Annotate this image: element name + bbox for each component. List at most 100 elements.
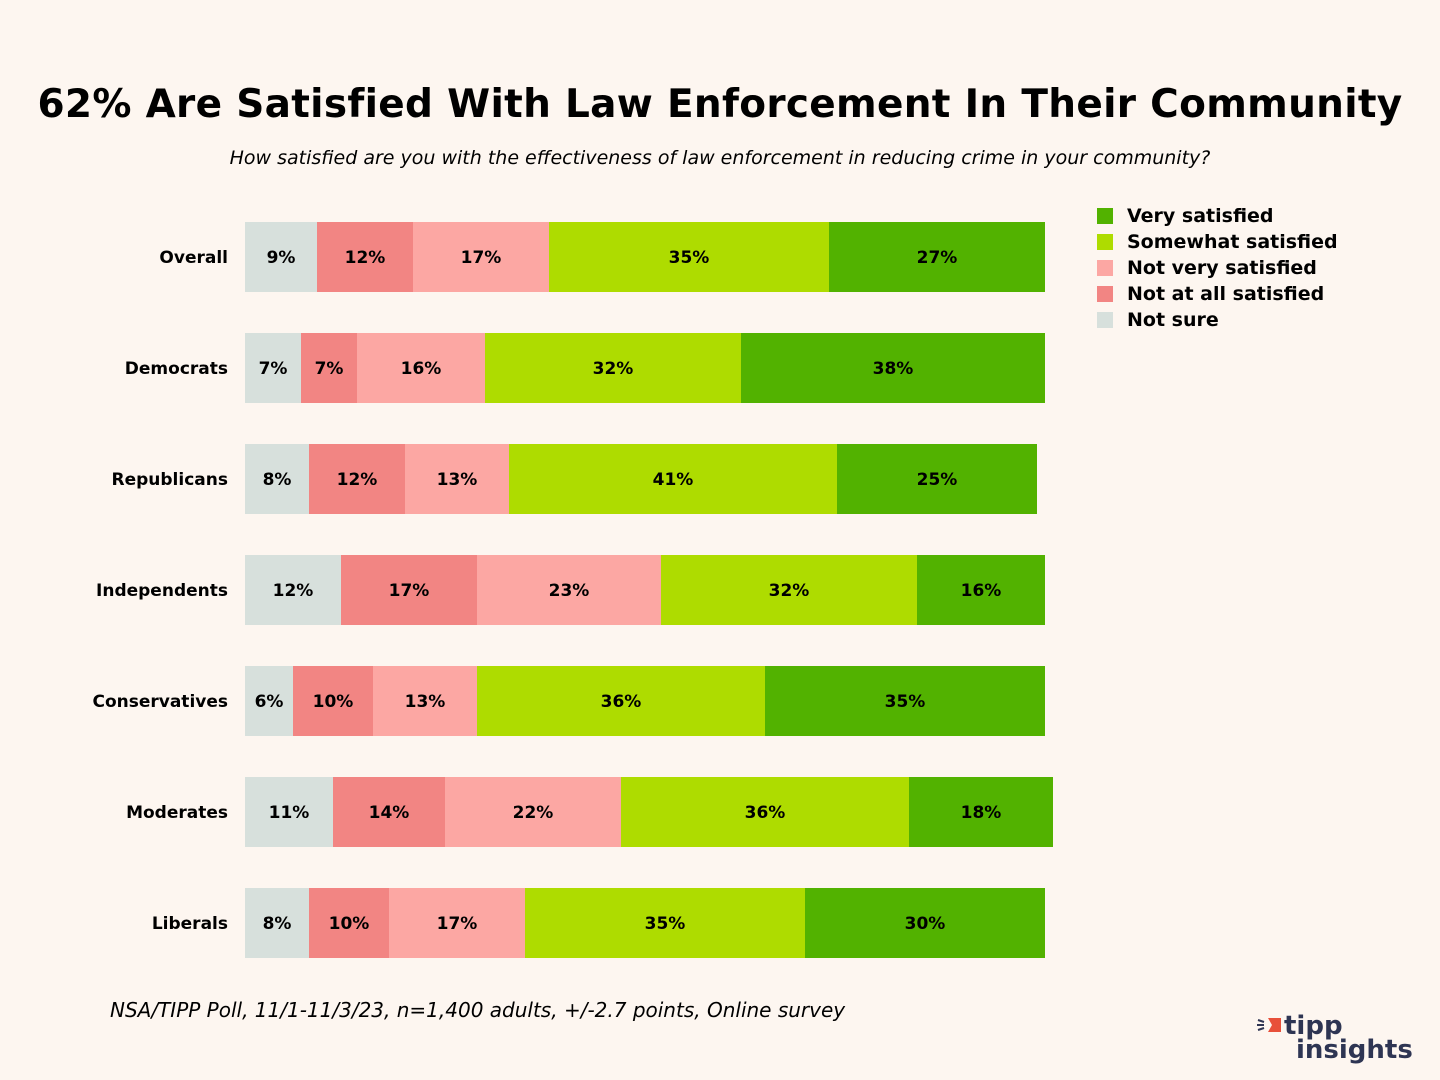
bar-segment xyxy=(621,777,909,847)
bar-segment xyxy=(765,666,1045,736)
data-label: 36% xyxy=(745,803,786,823)
bar-segment xyxy=(317,222,413,292)
data-label: 32% xyxy=(769,581,810,601)
data-label: 8% xyxy=(263,470,292,490)
legend-item: Somewhat satisfied xyxy=(1097,229,1338,255)
chart-title: 62% Are Satisfied With Law Enforcement I… xyxy=(37,82,1403,127)
bar-segment xyxy=(509,444,837,514)
legend-label: Not very satisfied xyxy=(1127,257,1317,279)
bar-segment xyxy=(245,777,333,847)
bar-segment xyxy=(445,777,621,847)
bar-segment xyxy=(293,666,373,736)
data-label: 38% xyxy=(873,359,914,379)
logo-text-tipp: tipp xyxy=(1284,1011,1343,1041)
data-label: 12% xyxy=(345,248,386,268)
legend-swatch xyxy=(1097,234,1113,250)
bar-segment xyxy=(837,444,1037,514)
legend-item: Not sure xyxy=(1097,307,1338,333)
data-label: 25% xyxy=(917,470,958,490)
data-label: 22% xyxy=(513,803,554,823)
category-label: Republicans xyxy=(112,470,229,490)
data-label: 7% xyxy=(259,359,288,379)
bar-segment xyxy=(477,555,661,625)
data-label: 11% xyxy=(269,803,310,823)
legend-item: Very satisfied xyxy=(1097,203,1338,229)
data-label: 6% xyxy=(255,692,284,712)
data-label: 17% xyxy=(389,581,430,601)
data-label: 18% xyxy=(961,803,1002,823)
bar-segment xyxy=(245,888,309,958)
bar-segment xyxy=(549,222,829,292)
bar-segment xyxy=(357,333,485,403)
data-label: 36% xyxy=(601,692,642,712)
logo-flag-icon xyxy=(1257,1018,1281,1032)
data-label: 35% xyxy=(885,692,926,712)
bar-segment xyxy=(829,222,1045,292)
data-label: 23% xyxy=(549,581,590,601)
legend-item: Not at all satisfied xyxy=(1097,281,1338,307)
data-label: 13% xyxy=(405,692,446,712)
bar-segment xyxy=(413,222,549,292)
bar-segment xyxy=(917,555,1045,625)
legend: Very satisfied Somewhat satisfied Not very… xyxy=(1097,203,1338,333)
data-label: 17% xyxy=(461,248,502,268)
category-label: Democrats xyxy=(125,359,228,379)
data-label: 16% xyxy=(961,581,1002,601)
bar-segment xyxy=(245,444,309,514)
legend-swatch xyxy=(1097,208,1113,224)
bar-segment xyxy=(341,555,477,625)
legend-swatch xyxy=(1097,286,1113,302)
data-label: 14% xyxy=(369,803,410,823)
bar-segment xyxy=(405,444,509,514)
category-label: Conservatives xyxy=(92,692,228,712)
bar-segment xyxy=(245,555,341,625)
logo-text-insights: insights xyxy=(1296,1035,1413,1065)
legend-label: Somewhat satisfied xyxy=(1127,231,1338,253)
legend-swatch xyxy=(1097,260,1113,276)
category-label: Overall xyxy=(159,248,228,268)
data-label: 10% xyxy=(313,692,354,712)
data-label: 13% xyxy=(437,470,478,490)
bar-segment xyxy=(245,222,317,292)
legend-swatch xyxy=(1097,312,1113,328)
bar-segment xyxy=(485,333,741,403)
bar-segment xyxy=(661,555,917,625)
data-label: 10% xyxy=(329,914,370,934)
data-label: 7% xyxy=(315,359,344,379)
legend-item: Not very satisfied xyxy=(1097,255,1338,281)
data-label: 32% xyxy=(593,359,634,379)
data-label: 17% xyxy=(437,914,478,934)
data-label: 41% xyxy=(653,470,694,490)
legend-label: Not sure xyxy=(1127,309,1219,331)
data-label: 12% xyxy=(273,581,314,601)
data-label: 16% xyxy=(401,359,442,379)
bar-segment xyxy=(245,666,293,736)
legend-label: Not at all satisfied xyxy=(1127,283,1325,305)
bar-segment xyxy=(373,666,477,736)
data-label: 30% xyxy=(905,914,946,934)
bar-segment xyxy=(301,333,357,403)
source-note: NSA/TIPP Poll, 11/1-11/3/23, n=1,400 adu… xyxy=(110,998,846,1022)
chart-subtitle: How satisfied are you with the effective… xyxy=(229,147,1211,169)
bar-segment xyxy=(741,333,1045,403)
bar-segment xyxy=(245,333,301,403)
bar-segment xyxy=(909,777,1053,847)
bar-segment xyxy=(805,888,1045,958)
category-label: Moderates xyxy=(126,803,228,823)
data-label: 27% xyxy=(917,248,958,268)
data-label: 8% xyxy=(263,914,292,934)
data-label: 35% xyxy=(669,248,710,268)
data-label: 35% xyxy=(645,914,686,934)
data-label: 12% xyxy=(337,470,378,490)
bar-segment xyxy=(389,888,525,958)
bar-segment xyxy=(333,777,445,847)
bar-segment xyxy=(309,888,389,958)
bar-segment xyxy=(477,666,765,736)
category-label: Liberals xyxy=(152,914,228,934)
legend-label: Very satisfied xyxy=(1127,205,1274,227)
bar-segment xyxy=(309,444,405,514)
category-label: Independents xyxy=(96,581,228,601)
data-label: 9% xyxy=(267,248,296,268)
bar-segment xyxy=(525,888,805,958)
